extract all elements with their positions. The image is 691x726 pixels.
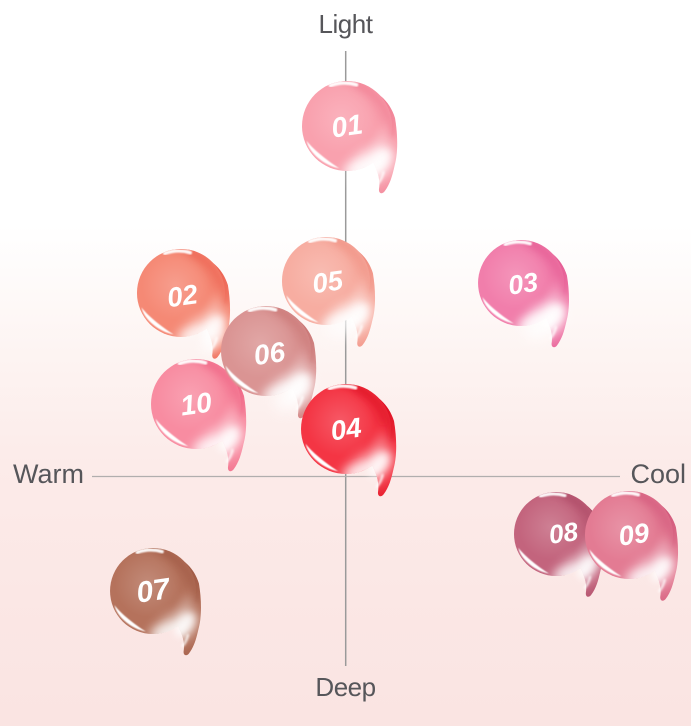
svg-text:05: 05 <box>310 264 345 299</box>
svg-text:02: 02 <box>165 278 199 313</box>
svg-text:10: 10 <box>178 386 214 421</box>
svg-text:07: 07 <box>134 572 173 609</box>
svg-text:01: 01 <box>329 108 364 143</box>
svg-text:08: 08 <box>547 516 580 550</box>
svg-text:04: 04 <box>329 412 364 447</box>
svg-text:03: 03 <box>506 267 540 301</box>
svg-text:06: 06 <box>252 336 288 371</box>
svg-text:09: 09 <box>617 517 652 552</box>
